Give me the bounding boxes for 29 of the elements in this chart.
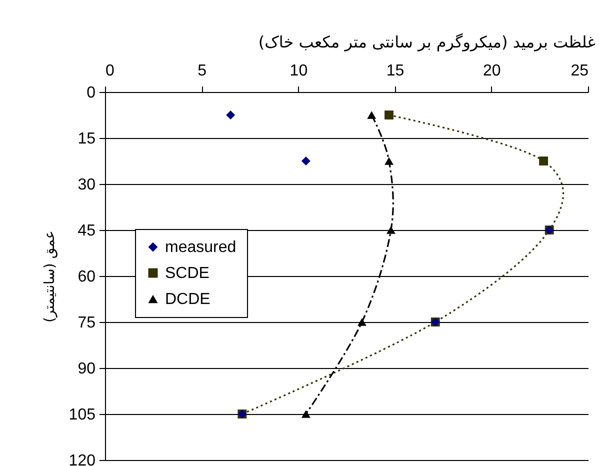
point xyxy=(539,156,548,166)
point xyxy=(357,318,366,326)
y-tick-label: 60 xyxy=(78,268,96,286)
point xyxy=(386,226,396,234)
x-tick-label: 10 xyxy=(290,62,308,80)
point xyxy=(384,157,394,165)
y-tick-label: 30 xyxy=(78,176,96,194)
y-tick-label: 75 xyxy=(78,314,96,332)
y-tick-label: 90 xyxy=(78,360,96,378)
x-tick-label: 0 xyxy=(106,62,114,80)
y-axis-title: عمق (سانتیمتر) xyxy=(42,230,58,322)
x-tick-label: 20 xyxy=(483,62,501,80)
x-axis-title: غلظت برمید (میکروگرم بر سانتی متر مکعب خاک) xyxy=(258,32,596,52)
point xyxy=(384,110,394,120)
x-tick-label: 25 xyxy=(570,62,589,80)
y-tick-label: 105 xyxy=(68,406,96,424)
y-tick-label: 0 xyxy=(86,84,96,102)
legend-label: SCDE xyxy=(165,265,210,282)
x-tick-label: 5 xyxy=(198,62,207,80)
point xyxy=(226,110,236,120)
legend-label: DCDE xyxy=(165,291,210,308)
y-tick-label: 120 xyxy=(68,452,96,466)
y-tick-label: 15 xyxy=(78,130,96,148)
legend-label: measured xyxy=(165,239,236,256)
point xyxy=(301,156,310,166)
point xyxy=(301,410,310,418)
point xyxy=(367,111,376,119)
y-tick-label: 45 xyxy=(78,222,96,240)
x-tick-label: 15 xyxy=(386,62,404,80)
